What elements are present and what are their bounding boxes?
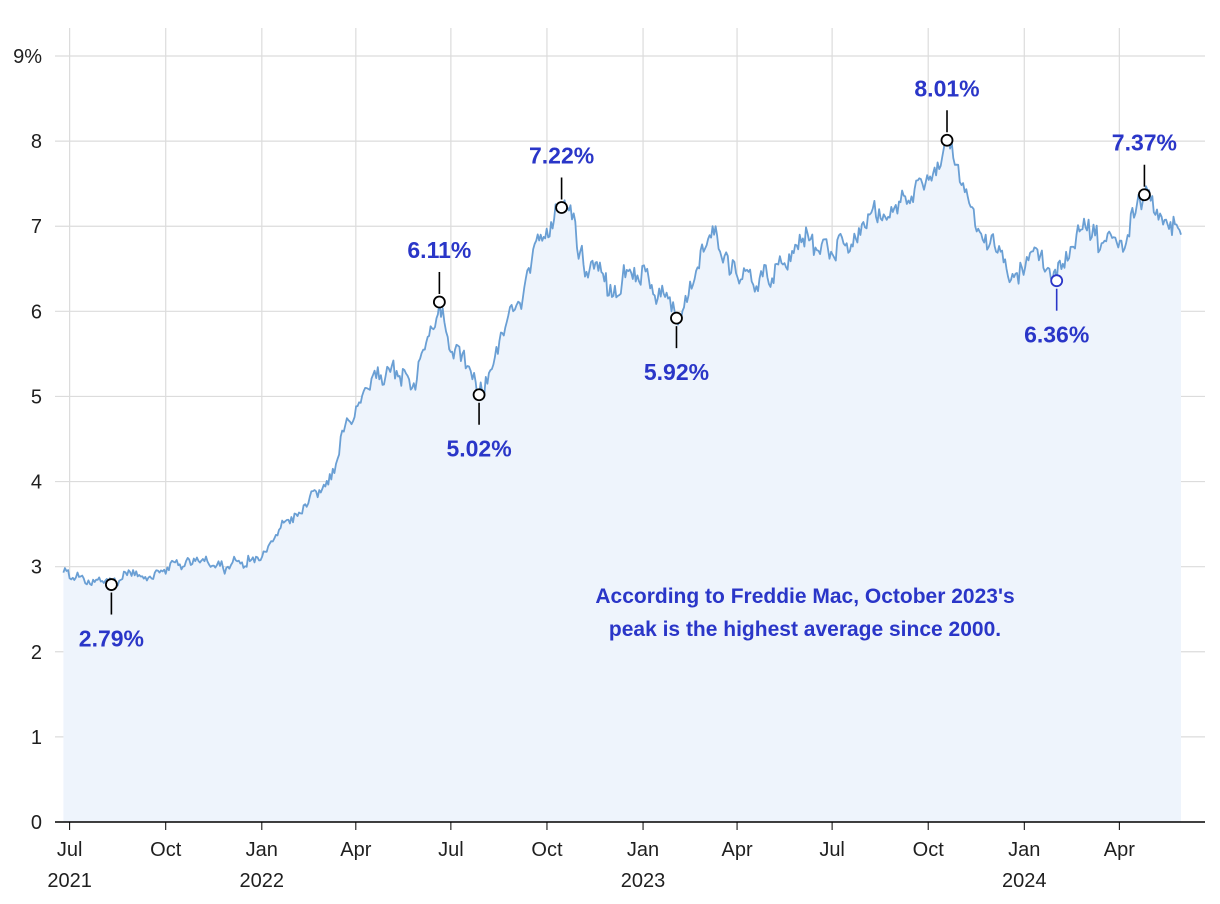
x-tick-year: 2024 — [1002, 870, 1047, 892]
y-tick-label: 4 — [31, 472, 42, 494]
y-tick-label: 0 — [31, 812, 42, 834]
annotations: 2.79% 6.11% 5.02% 7.22% 5.92% 8.01% 6.36% 7.37% — [79, 75, 1177, 651]
annotation-label: 7.22% — [529, 142, 594, 168]
annotation-marker — [472, 388, 486, 402]
y-tick-label: 7 — [31, 216, 42, 238]
annotation-label: 6.11% — [407, 237, 471, 263]
x-tick-month: Oct — [150, 839, 182, 861]
x-tick-month: Oct — [531, 839, 563, 861]
annotation-label: 5.02% — [446, 436, 511, 462]
x-tick-month: Apr — [340, 839, 371, 861]
x-tick-month: Apr — [1104, 839, 1135, 861]
x-tick-month: Jan — [1008, 839, 1040, 861]
x-tick-month: Jul — [819, 839, 845, 861]
x-tick-month: Jan — [627, 839, 659, 861]
y-tick-label: 2 — [31, 642, 42, 664]
x-tick-year: 2022 — [240, 870, 285, 892]
annotation-label: 6.36% — [1024, 322, 1089, 348]
annotation-marker — [105, 578, 118, 591]
annotation-marker — [670, 311, 683, 325]
axes: 0 1 2 3 4 5 6 7 8 9% Jul 2021 Oct Jan 2022 Apr Jul Oct Jan… — [13, 46, 1205, 892]
series-line-group — [62, 136, 1182, 587]
x-tick-month: Jul — [438, 839, 464, 861]
series-area — [63, 137, 1181, 822]
chart-note-line-1: According to Freddie Mac, October 2023's — [595, 585, 1014, 608]
y-tick-label: 9% — [13, 46, 42, 68]
annotation-marker — [1050, 274, 1064, 288]
x-tick-year: 2021 — [47, 870, 92, 892]
annotation-marker — [555, 201, 568, 214]
note-group: According to Freddie Mac, October 2023's… — [595, 585, 1014, 641]
y-tick-label: 1 — [31, 727, 42, 749]
annotation-marker — [940, 133, 954, 147]
annotation-label: 7.37% — [1112, 130, 1177, 156]
annotation-label: 5.92% — [644, 359, 709, 385]
annotation-label: 2.79% — [79, 626, 144, 652]
area-fill-group — [63, 137, 1181, 822]
x-tick-month: Oct — [913, 839, 945, 861]
annotation-marker — [432, 295, 446, 309]
y-tick-label: 6 — [31, 301, 42, 323]
annotation-marker — [1138, 188, 1151, 202]
annotation-label: 8.01% — [914, 75, 979, 101]
y-tick-label: 5 — [31, 386, 42, 408]
x-tick-month: Apr — [721, 839, 752, 861]
x-tick-year: 2023 — [621, 870, 666, 892]
chart-note-line-2: peak is the highest average since 2000. — [609, 618, 1001, 641]
x-tick-month: Jan — [246, 839, 278, 861]
series-line — [62, 136, 1182, 587]
y-tick-label: 8 — [31, 131, 42, 153]
x-tick-month: Jul — [57, 839, 83, 861]
y-tick-label: 3 — [31, 557, 42, 579]
